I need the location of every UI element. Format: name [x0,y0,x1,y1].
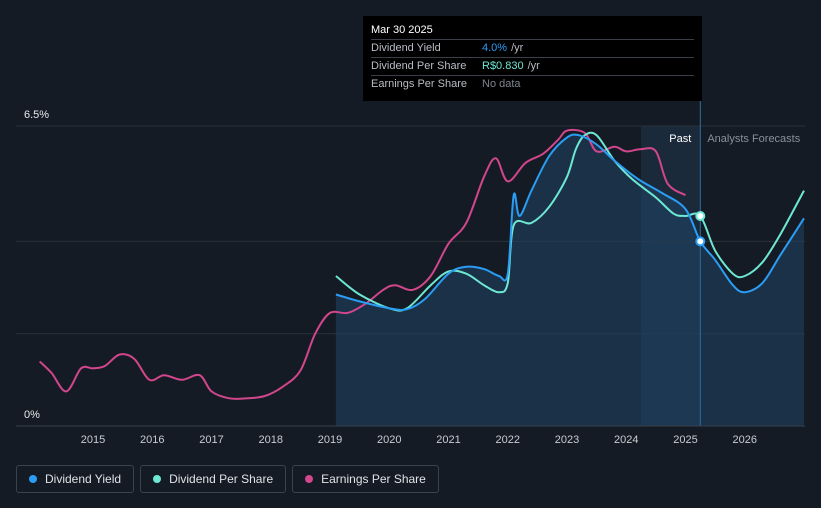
x-tick-label: 2024 [614,434,638,446]
legend-dot-icon [305,475,314,483]
marker-dividend-per-share [695,211,706,221]
tooltip-date: Mar 30 2025 [371,24,433,36]
tooltip-row-dividend-yield: Dividend Yield 4.0% /yr [371,39,694,57]
x-tick-label: 2026 [733,434,757,446]
legend-dot-icon [29,475,37,483]
tooltip-value: No data [482,78,521,90]
analysts-forecasts-label: Analysts Forecasts [707,133,800,145]
legend: Dividend Yield Dividend Per Share Earnin… [16,465,439,493]
tooltip-label: Dividend Yield [371,42,441,54]
legend-earnings-per-share[interactable]: Earnings Per Share [292,465,439,493]
tooltip-row-earnings-per-share: Earnings Per Share No data [371,75,694,93]
x-tick-label: 2023 [555,434,579,446]
past-label: Past [669,133,691,145]
y-axis: 6.5% 0% [16,109,805,427]
tooltip-value: R$0.830 [482,60,524,72]
legend-label: Dividend Per Share [169,472,274,486]
dividend-per-share-line[interactable] [335,131,805,312]
x-tick-label: 2020 [377,434,401,446]
x-tick-label: 2021 [436,434,460,446]
tooltip-row-dividend-per-share: Dividend Per Share R$0.830 /yr [371,57,694,75]
x-tick-label: 2018 [259,434,283,446]
tooltip-value: 4.0% [482,42,508,54]
tooltip-unit: /yr [527,60,540,72]
dividend-yield-area [335,134,804,427]
tooltip-label: Earnings Per Share [371,78,467,90]
x-tick-label: 2022 [496,434,520,446]
legend-dividend-yield[interactable]: Dividend Yield [16,465,135,493]
tooltip: Mar 30 2025 Dividend Yield 4.0% /yr Divi… [363,16,702,101]
legend-label: Earnings Per Share [321,472,426,486]
tooltip-unit: /yr [511,42,524,54]
x-tick-label: 2015 [81,434,105,446]
markers [695,211,706,247]
y-tick-label-top: 6.5% [24,109,49,121]
dividend-yield-line[interactable] [335,133,805,311]
x-tick-label: 2017 [199,434,223,446]
legend-dividend-per-share[interactable]: Dividend Per Share [140,465,287,493]
legend-label: Dividend Yield [45,472,122,486]
tooltip-label: Dividend Per Share [371,60,467,72]
x-tick-label: 2019 [318,434,342,446]
x-tick-label: 2025 [673,434,697,446]
y-tick-label-bottom: 0% [24,409,40,421]
x-axis: 2015 2016 2017 2018 2019 2020 2021 2022 2023 2024… [81,434,757,446]
legend-dot-icon [153,475,162,483]
marker-dividend-yield [695,236,706,247]
x-tick-label: 2016 [140,434,164,446]
